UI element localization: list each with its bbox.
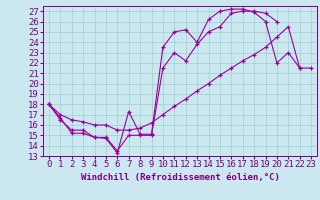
X-axis label: Windchill (Refroidissement éolien,°C): Windchill (Refroidissement éolien,°C) [81, 173, 279, 182]
